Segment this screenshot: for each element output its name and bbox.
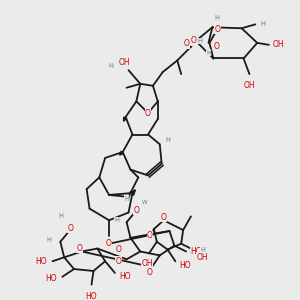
Text: H: H — [200, 247, 205, 253]
Text: H: H — [124, 196, 129, 202]
Text: H: H — [58, 213, 63, 219]
Text: HO: HO — [190, 247, 202, 256]
Text: O: O — [213, 42, 219, 51]
Text: OH: OH — [119, 58, 130, 67]
Text: O: O — [145, 109, 151, 118]
Text: H: H — [215, 14, 220, 20]
Text: HO: HO — [35, 257, 46, 266]
Text: OH: OH — [197, 253, 208, 262]
Text: OH: OH — [141, 259, 153, 268]
Text: H: H — [46, 237, 51, 243]
Text: HO: HO — [86, 292, 97, 300]
Text: O: O — [147, 268, 153, 278]
Text: O: O — [116, 257, 122, 266]
Text: H: H — [261, 21, 266, 27]
Text: O: O — [191, 36, 197, 45]
Text: HO: HO — [179, 261, 191, 270]
Text: O: O — [147, 231, 153, 240]
Text: O: O — [106, 239, 112, 248]
Text: HO: HO — [45, 274, 56, 283]
Text: HO: HO — [119, 272, 130, 281]
Text: H: H — [109, 63, 113, 69]
Text: H: H — [206, 50, 211, 56]
Text: O: O — [184, 39, 190, 48]
Text: O: O — [67, 224, 73, 232]
Text: H: H — [114, 217, 119, 223]
Text: OH: OH — [273, 40, 284, 49]
Text: O: O — [134, 206, 139, 215]
Text: O: O — [77, 244, 83, 253]
Text: W: W — [141, 200, 147, 205]
Text: O: O — [214, 25, 220, 34]
Text: H: H — [165, 137, 170, 143]
Text: O: O — [161, 213, 167, 222]
Text: OH: OH — [244, 81, 255, 90]
Text: O: O — [116, 245, 122, 254]
Text: H: H — [197, 38, 202, 44]
